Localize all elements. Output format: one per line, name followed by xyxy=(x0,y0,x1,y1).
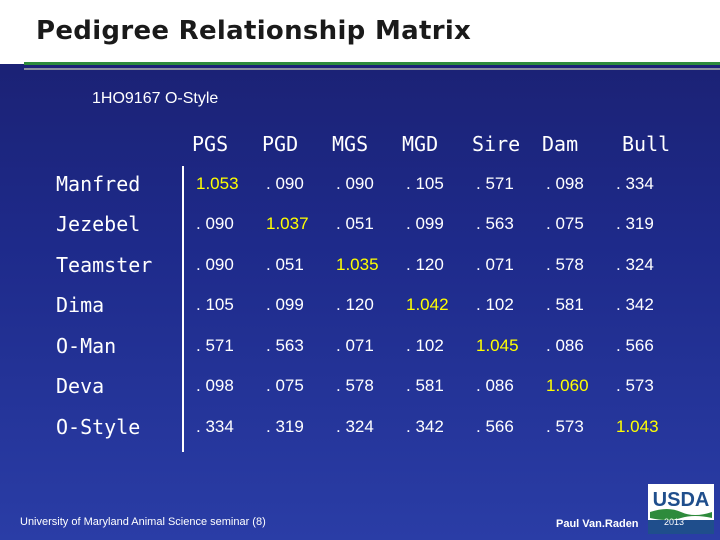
matrix-cell: . 342 xyxy=(616,295,654,314)
matrix-cell-diagonal: 1.060 xyxy=(546,376,589,395)
usda-logo: USDA xyxy=(648,484,714,534)
matrix-cell: . 090 xyxy=(266,174,304,193)
column-header-mgd: MGD xyxy=(402,132,439,156)
column-header-pgs: PGS xyxy=(192,132,229,156)
usda-logo-text: USDA xyxy=(653,489,710,511)
matrix-cell: . 086 xyxy=(546,336,584,355)
matrix-cell: . 571 xyxy=(476,174,514,193)
matrix-cell: . 120 xyxy=(406,255,444,274)
column-header-bull: Bull xyxy=(622,132,671,156)
row-header-deva: Deva xyxy=(56,374,105,398)
page-title: Pedigree Relationship Matrix xyxy=(36,16,472,46)
divider-green xyxy=(24,62,720,65)
row-header-dima: Dima xyxy=(56,293,105,317)
matrix-cell: . 334 xyxy=(616,174,654,193)
matrix-cell: . 578 xyxy=(336,376,374,395)
matrix-cell: . 334 xyxy=(196,417,234,436)
matrix-cell-diagonal: 1.037 xyxy=(266,214,309,233)
matrix-cell: . 105 xyxy=(196,295,234,314)
matrix-cell: . 090 xyxy=(196,255,234,274)
matrix-cell: . 319 xyxy=(266,417,304,436)
matrix-cell: . 571 xyxy=(196,336,234,355)
matrix-cell: . 120 xyxy=(336,295,374,314)
matrix-cell: . 563 xyxy=(266,336,304,355)
footer-author: Paul Van.Raden xyxy=(556,518,639,530)
matrix-cell: . 566 xyxy=(616,336,654,355)
matrix-cell: . 573 xyxy=(616,376,654,395)
logo-year: 2013 xyxy=(664,517,685,527)
matrix-cell: . 319 xyxy=(616,214,654,233)
row-header-o-style: O-Style xyxy=(56,415,141,439)
matrix-cell: . 075 xyxy=(546,214,584,233)
column-header-dam: Dam xyxy=(542,132,579,156)
matrix-cell: . 342 xyxy=(406,417,444,436)
divider-gray xyxy=(24,68,720,70)
row-header-jezebel: Jezebel xyxy=(56,212,141,236)
row-header-o-man: O-Man xyxy=(56,334,117,358)
matrix-cell: . 102 xyxy=(406,336,444,355)
subtitle: 1HO9167 O-Style xyxy=(92,90,219,107)
matrix-cell: . 581 xyxy=(546,295,584,314)
matrix-cell-diagonal: 1.042 xyxy=(406,295,449,314)
matrix-cell: . 071 xyxy=(336,336,374,355)
matrix-cell: . 051 xyxy=(336,214,374,233)
matrix-cell: . 071 xyxy=(476,255,514,274)
matrix-cell: . 324 xyxy=(616,255,654,274)
row-header-manfred: Manfred xyxy=(56,172,141,196)
matrix-cell: . 105 xyxy=(406,174,444,193)
matrix-cell: . 563 xyxy=(476,214,514,233)
matrix-cell-diagonal: 1.035 xyxy=(336,255,379,274)
matrix-cell: . 090 xyxy=(336,174,374,193)
matrix-cell: . 098 xyxy=(196,376,234,395)
matrix-cell-diagonal: 1.053 xyxy=(196,174,239,193)
matrix-cell: . 324 xyxy=(336,417,374,436)
footer-seminar: University of Maryland Animal Science se… xyxy=(20,516,266,528)
matrix-cell: . 098 xyxy=(546,174,584,193)
matrix-cell: . 578 xyxy=(546,255,584,274)
matrix-cell: . 086 xyxy=(476,376,514,395)
matrix-cell: . 099 xyxy=(266,295,304,314)
matrix-cell: . 102 xyxy=(476,295,514,314)
matrix-cell-diagonal: 1.043 xyxy=(616,417,659,436)
matrix-cell: . 573 xyxy=(546,417,584,436)
matrix-cell: . 099 xyxy=(406,214,444,233)
row-header-divider xyxy=(182,166,184,452)
title-bar: Pedigree Relationship Matrix xyxy=(0,0,720,64)
column-header-mgs: MGS xyxy=(332,132,369,156)
column-header-pgd: PGD xyxy=(262,132,299,156)
matrix-cell: . 090 xyxy=(196,214,234,233)
matrix-cell: . 075 xyxy=(266,376,304,395)
matrix-cell: . 581 xyxy=(406,376,444,395)
row-header-teamster: Teamster xyxy=(56,253,153,277)
column-header-sire: Sire xyxy=(472,132,521,156)
matrix-cell: . 566 xyxy=(476,417,514,436)
matrix-cell: . 051 xyxy=(266,255,304,274)
matrix-cell-diagonal: 1.045 xyxy=(476,336,519,355)
